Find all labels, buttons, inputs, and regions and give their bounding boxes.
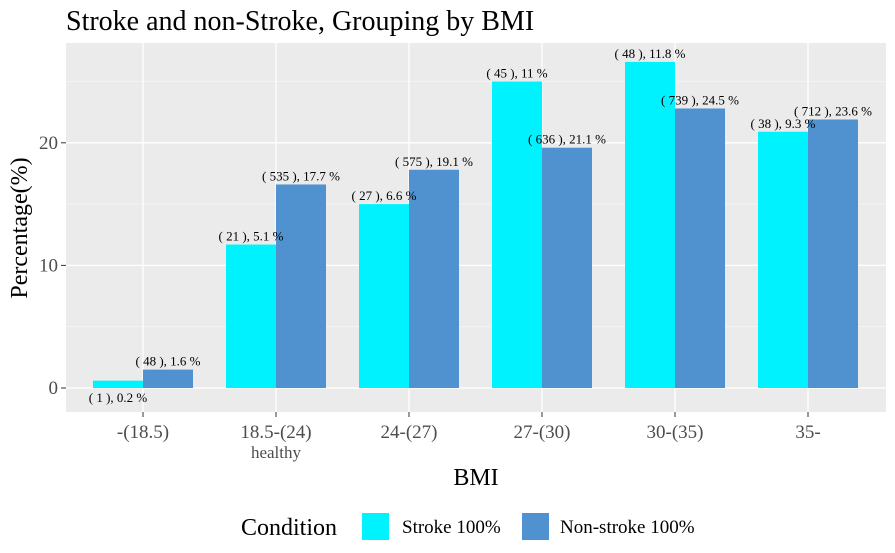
y-axis-title: Percentage(%)	[7, 157, 33, 298]
stroke-bar-1	[93, 380, 143, 388]
stroke-label-3: ( 27 ), 6.6 %	[352, 188, 417, 203]
x-tick-label: 18.5-(24)	[240, 422, 311, 443]
y-tick-label: 0	[49, 378, 59, 399]
non-stroke-label-3: ( 575 ), 19.1 %	[395, 154, 473, 169]
x-tick-label: -(18.5)	[117, 422, 169, 443]
non-stroke-bar-5	[675, 108, 725, 389]
x-axis: -(18.5) 18.5-(24)healthy 24-(27) 27-(30) 30-…	[117, 412, 821, 462]
stroke-label-4: ( 45 ), 11 %	[486, 66, 547, 81]
stroke-label-2: ( 21 ), 5.1 %	[219, 229, 284, 244]
stroke-bar-5	[625, 61, 675, 388]
stroke-label-5: ( 48 ), 11.8 %	[614, 46, 685, 61]
x-axis-title: BMI	[453, 465, 498, 491]
legend-label-non-stroke: Non-stroke 100%	[560, 517, 695, 538]
y-axis: 0 10 20	[39, 133, 66, 399]
stroke-bar-4	[492, 81, 542, 388]
legend-key-non-stroke	[522, 513, 549, 540]
non-stroke-bar-4	[542, 147, 592, 388]
stroke-label-6: ( 38 ), 9.3 %	[751, 116, 816, 131]
non-stroke-bar-6	[808, 119, 858, 389]
non-stroke-label-4: ( 636 ), 21.1 %	[528, 132, 606, 147]
non-stroke-label-1: ( 48 ), 1.6 %	[136, 354, 201, 369]
x-tick-label: 27-(30)	[514, 422, 571, 443]
stroke-bar-2	[226, 244, 276, 388]
non-stroke-label-2: ( 535 ), 17.7 %	[262, 168, 340, 183]
y-tick-label: 20	[39, 133, 58, 154]
non-stroke-label-5: ( 739 ), 24.5 %	[661, 92, 739, 107]
legend-key-stroke	[362, 513, 389, 540]
plot-panel	[66, 43, 886, 412]
x-tick-label: 30-(35)	[647, 422, 704, 443]
stroke-bar-3	[359, 204, 409, 388]
legend: Condition Stroke 100% Non-stroke 100%	[241, 513, 695, 541]
non-stroke-label-6: ( 712 ), 23.6 %	[794, 104, 872, 119]
non-stroke-bar-1	[143, 369, 193, 388]
bar-labels: ( 1 ), 0.2 % ( 21 ), 5.1 % ( 27 ), 6.6 % ( …	[89, 46, 872, 405]
non-stroke-bar-3	[409, 169, 459, 388]
legend-label-stroke: Stroke 100%	[402, 517, 501, 538]
legend-title: Condition	[241, 515, 337, 541]
stroke-label-1: ( 1 ), 0.2 %	[89, 390, 148, 405]
x-tick-sublabel: healthy	[251, 443, 302, 462]
bars	[93, 61, 858, 389]
x-tick-label: 24-(27)	[381, 422, 438, 443]
y-tick-label: 10	[39, 255, 58, 276]
non-stroke-bar-2	[276, 184, 326, 388]
stroke-bar-6	[758, 131, 808, 389]
x-tick-label: 35-	[795, 422, 820, 443]
chart-title: Stroke and non-Stroke, Grouping by BMI	[66, 6, 534, 37]
minor-gridlines	[66, 81, 886, 328]
